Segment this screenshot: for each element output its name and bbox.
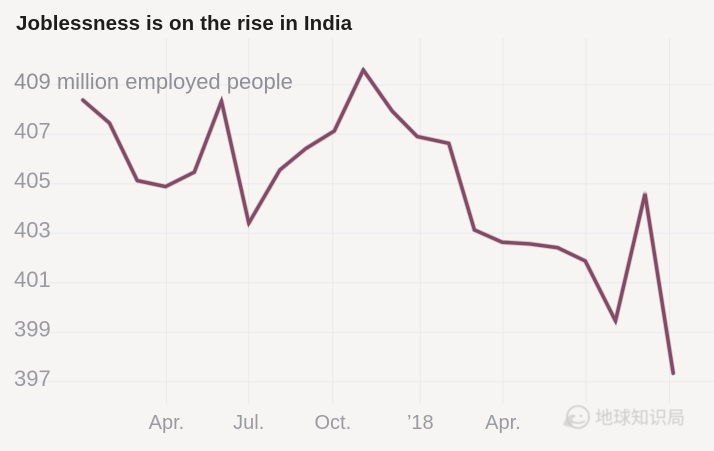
svg-text:Apr.: Apr. [485, 412, 521, 434]
svg-text:’18: ’18 [407, 412, 434, 434]
svg-text:399: 399 [14, 317, 51, 342]
svg-text:407: 407 [14, 119, 51, 144]
svg-text:Jul.: Jul. [233, 412, 264, 434]
svg-text:403: 403 [14, 218, 51, 243]
svg-text:地球知识局: 地球知识局 [595, 408, 685, 428]
svg-text:401: 401 [14, 267, 51, 292]
svg-text:409 million employed people: 409 million employed people [14, 69, 293, 94]
svg-text:397: 397 [14, 366, 51, 391]
svg-text:Apr.: Apr. [149, 412, 185, 434]
svg-text:405: 405 [14, 168, 51, 193]
svg-text:Oct.: Oct. [314, 412, 351, 434]
